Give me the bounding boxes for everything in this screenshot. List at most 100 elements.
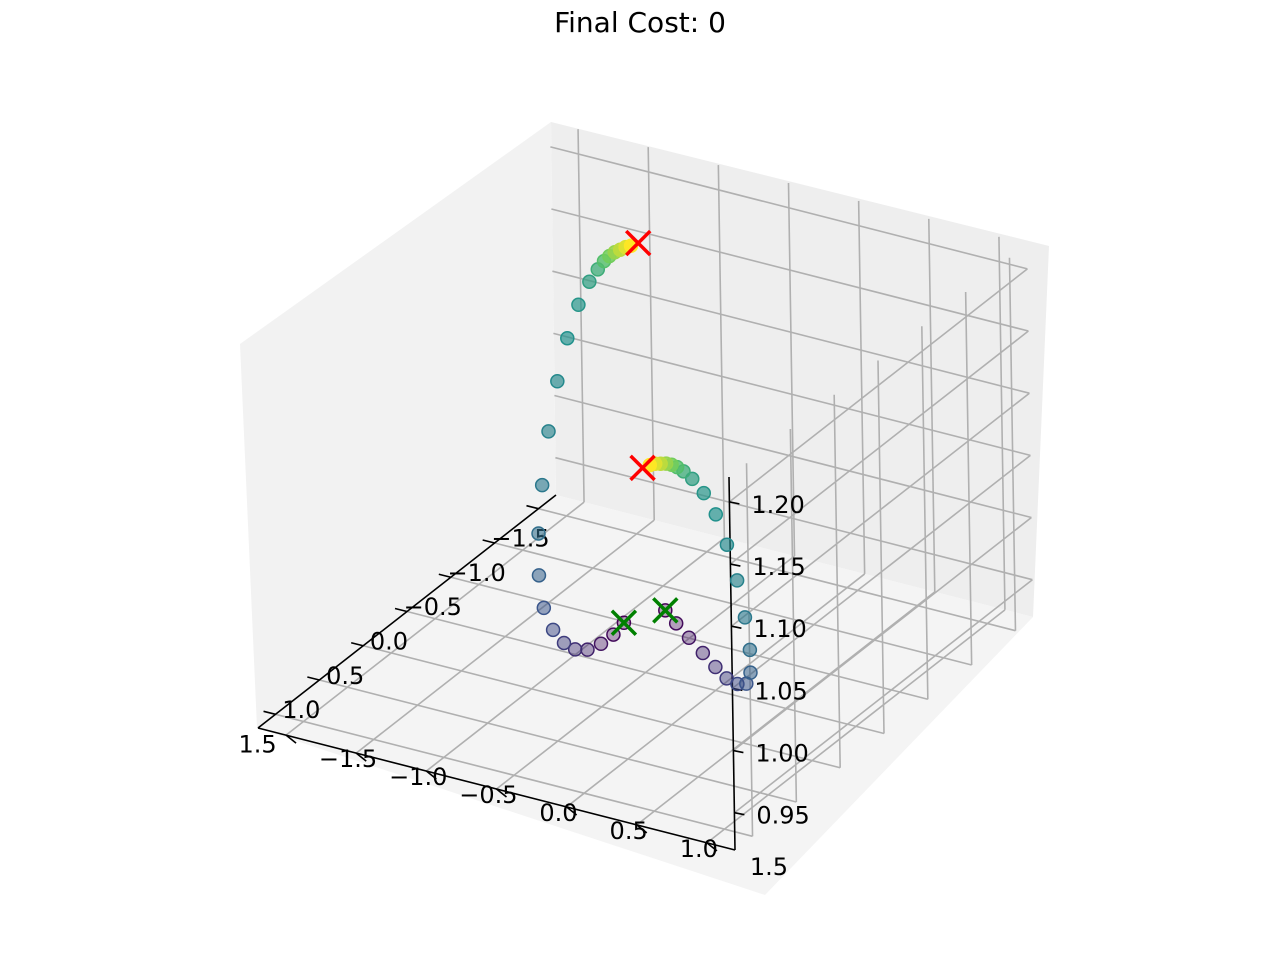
gridline-z-side: [550, 146, 1028, 270]
y-tick-label: −1.0: [389, 763, 447, 791]
y-tick-mark: [566, 806, 578, 816]
gridline-z-back: [730, 392, 1030, 627]
gridline-z-back: [729, 330, 1029, 565]
gridline-x-back: [789, 429, 798, 803]
gridline-y-side: [577, 129, 585, 503]
x-marker-stroke: [652, 597, 679, 624]
gridline-y-floor: [355, 519, 655, 754]
gridline-y-side: [787, 182, 796, 557]
data-point: [681, 630, 697, 646]
data-point: [729, 573, 745, 588]
z-tick-label: 1.10: [753, 615, 806, 643]
data-point: [742, 642, 758, 658]
chart-title: Final Cost: 0: [554, 6, 726, 39]
gridline-x-back: [921, 326, 929, 700]
x-tick-mark: [307, 676, 320, 681]
gridline-z-back: [728, 268, 1028, 503]
gridline-x-back: [877, 360, 885, 734]
x-tick-mark: [263, 710, 276, 716]
y-tick-label: 1.5: [750, 853, 788, 881]
y-tick-label: −0.5: [459, 781, 517, 809]
pane-left: [240, 122, 556, 728]
gridline-z-side: [553, 332, 1031, 457]
gridline-y-side: [717, 165, 726, 539]
y-tick-mark: [706, 842, 718, 852]
data-point: [582, 274, 597, 289]
x-marker-stroke: [610, 609, 638, 636]
x-marker: [629, 454, 656, 482]
gridline-y-floor: [496, 555, 795, 790]
gridline-z-side: [552, 270, 1030, 394]
data-point: [550, 374, 565, 389]
x-marker-stroke: [624, 229, 652, 257]
x-tick-mark: [482, 539, 495, 544]
y-tick-label: −1.5: [319, 745, 377, 773]
data-point: [743, 665, 758, 680]
data-point: [696, 485, 712, 501]
z-tick-label: 1.20: [751, 491, 804, 519]
x-tick-mark: [526, 504, 539, 510]
data-point: [536, 600, 552, 616]
z-tick-label: 1.15: [752, 553, 805, 581]
x-marker-stroke: [629, 454, 656, 482]
z-tick-label: 1.00: [755, 740, 808, 768]
gridline-y-floor: [706, 609, 1006, 844]
data-point: [556, 635, 572, 651]
gridline-y-floor: [636, 591, 936, 826]
y-tick-mark: [496, 788, 507, 798]
gridline-z-back: [732, 516, 1032, 752]
x-tick-label: 0.5: [326, 662, 364, 690]
data-point: [545, 622, 561, 638]
y-tick-label: 1.0: [680, 835, 718, 863]
x-marker: [610, 609, 638, 636]
data-point: [534, 477, 550, 493]
grid-lines: [275, 129, 1033, 844]
data-point: [719, 537, 735, 552]
gridline-y-floor: [425, 537, 725, 772]
z-tick-label: 1.05: [754, 677, 807, 705]
gridline-z-side: [554, 394, 1032, 519]
x-tick-label: 1.5: [238, 730, 276, 758]
gridline-x-back: [833, 394, 841, 768]
data-point: [541, 424, 556, 439]
gridline-y-side: [927, 218, 936, 592]
gridline-y-floor: [566, 573, 866, 808]
data-point: [737, 610, 753, 625]
gridline-z-back: [731, 454, 1031, 689]
z-tick-mark: [730, 563, 741, 567]
data-point: [560, 330, 575, 346]
gridline-y-side: [857, 200, 866, 574]
gridline-y-floor: [285, 501, 585, 736]
data-point: [567, 642, 583, 657]
y-tick-label: 0.0: [539, 799, 577, 827]
gridline-y-side: [998, 236, 1006, 610]
x-marker: [652, 597, 679, 624]
y-tick-mark: [285, 734, 297, 744]
x-marker: [624, 229, 652, 257]
gridline-x-back: [1008, 257, 1017, 631]
z-tick-label: 0.95: [756, 802, 809, 830]
gridline-x-back: [964, 291, 973, 665]
x-tick-label: 1.0: [282, 696, 320, 724]
tick-labels: −1.5−1.0−0.50.00.51.01.5−1.5−1.0−0.50.00…: [238, 491, 809, 881]
z-tick-mark: [731, 625, 742, 629]
z-tick-mark: [729, 501, 740, 505]
data-point: [708, 507, 724, 522]
gridline-z-side: [551, 208, 1029, 332]
y-tick-mark: [636, 824, 648, 834]
data-points: [531, 238, 758, 692]
x-tick-label: −0.5: [404, 593, 462, 621]
data-point: [708, 659, 723, 675]
data-point: [695, 645, 711, 661]
data-point: [571, 297, 586, 313]
data-point: [531, 568, 547, 583]
x-tick-mark: [438, 573, 452, 579]
z-tick-mark: [734, 811, 745, 816]
data-point: [593, 636, 609, 652]
x-tick-label: −1.0: [448, 559, 506, 587]
x-tick-label: 0.0: [370, 628, 408, 656]
x-tick-mark: [394, 607, 408, 613]
x-markers: [610, 229, 679, 636]
y-tick-label: 0.5: [610, 817, 648, 845]
